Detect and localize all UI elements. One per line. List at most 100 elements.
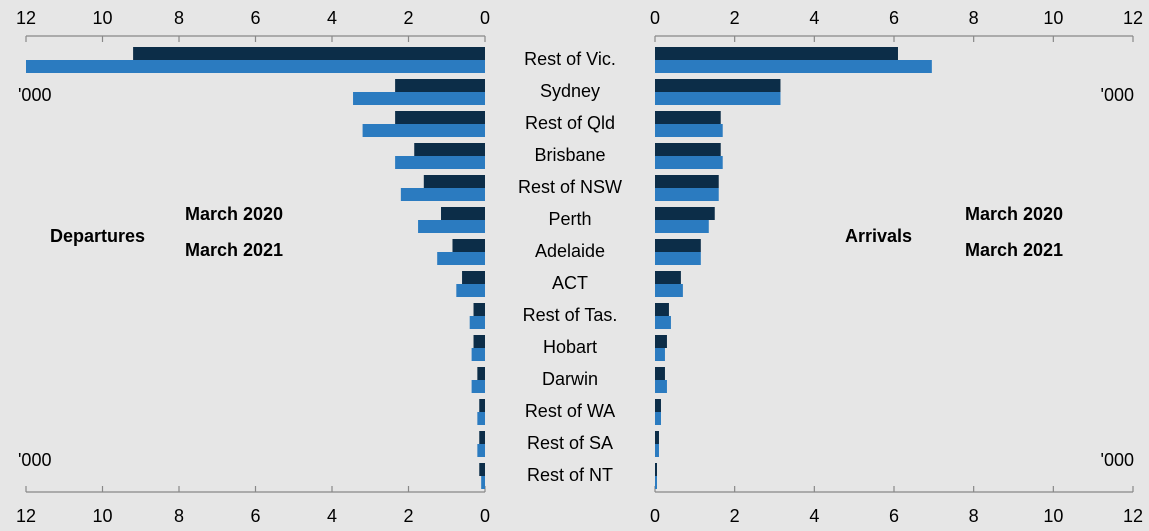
bar: [477, 444, 485, 457]
bar: [655, 316, 671, 329]
category-label: Perth: [548, 209, 591, 229]
x-tick-label: 10: [92, 8, 112, 28]
bar: [469, 316, 485, 329]
x-tick-label: 10: [1043, 506, 1063, 526]
bar: [655, 348, 665, 361]
bar: [655, 156, 723, 169]
x-tick-label: 2: [730, 8, 740, 28]
bar: [655, 252, 701, 265]
bar: [479, 399, 485, 412]
bar: [655, 284, 683, 297]
x-tick-label: 10: [92, 506, 112, 526]
bar: [655, 60, 932, 73]
legend-label: March 2021: [185, 240, 283, 260]
bar: [414, 143, 485, 156]
category-label: Rest of Qld: [525, 113, 615, 133]
bar: [471, 380, 485, 393]
x-tick-label: 0: [650, 506, 660, 526]
bar: [655, 303, 669, 316]
bar: [655, 47, 898, 60]
category-label: Rest of NSW: [518, 177, 622, 197]
unit-label: '000: [18, 85, 51, 105]
unit-label: '000: [18, 450, 51, 470]
bar: [441, 207, 485, 220]
category-label: Sydney: [540, 81, 600, 101]
bar: [655, 380, 667, 393]
bar: [655, 124, 723, 137]
x-tick-label: 8: [969, 506, 979, 526]
x-tick-label: 4: [327, 8, 337, 28]
x-tick-label: 0: [480, 8, 490, 28]
bar: [477, 367, 485, 380]
bar: [395, 79, 485, 92]
category-label: Brisbane: [534, 145, 605, 165]
bar: [655, 271, 681, 284]
x-tick-label: 6: [889, 506, 899, 526]
category-label: Rest of Vic.: [524, 49, 616, 69]
bar: [655, 463, 657, 476]
category-label: Rest of WA: [525, 401, 615, 421]
x-tick-label: 4: [327, 506, 337, 526]
legend-label: March 2021: [965, 240, 1063, 260]
x-tick-label: 6: [250, 8, 260, 28]
category-label: Rest of NT: [527, 465, 613, 485]
x-tick-label: 0: [480, 506, 490, 526]
bar: [418, 220, 485, 233]
x-tick-label: 12: [1123, 8, 1143, 28]
bar: [479, 431, 485, 444]
x-tick-label: 8: [174, 506, 184, 526]
x-tick-label: 2: [403, 506, 413, 526]
bar: [655, 111, 721, 124]
bar: [471, 348, 485, 361]
bar: [655, 175, 719, 188]
bar: [655, 412, 661, 425]
x-tick-label: 2: [730, 506, 740, 526]
bar: [395, 156, 485, 169]
bar: [473, 303, 485, 316]
bar: [26, 60, 485, 73]
bar: [423, 175, 485, 188]
bar: [477, 412, 485, 425]
category-label: Hobart: [543, 337, 597, 357]
bar: [655, 444, 659, 457]
bar: [655, 239, 701, 252]
bar: [362, 124, 485, 137]
x-tick-label: 4: [809, 8, 819, 28]
bar: [473, 335, 485, 348]
x-tick-label: 8: [174, 8, 184, 28]
bar: [655, 476, 657, 489]
category-label: ACT: [552, 273, 588, 293]
category-label: Darwin: [542, 369, 598, 389]
bar: [655, 367, 665, 380]
category-label: Adelaide: [535, 241, 605, 261]
bar: [133, 47, 485, 60]
bar: [655, 188, 719, 201]
x-tick-label: 6: [250, 506, 260, 526]
legend-label: March 2020: [185, 204, 283, 224]
x-tick-label: 2: [403, 8, 413, 28]
x-tick-label: 8: [969, 8, 979, 28]
bar: [353, 92, 485, 105]
x-tick-label: 12: [16, 506, 36, 526]
unit-label: '000: [1101, 450, 1134, 470]
x-tick-label: 10: [1043, 8, 1063, 28]
bar: [655, 335, 667, 348]
panel-title: Arrivals: [845, 226, 912, 246]
bar: [655, 399, 661, 412]
bar: [462, 271, 485, 284]
x-tick-label: 0: [650, 8, 660, 28]
legend-label: March 2020: [965, 204, 1063, 224]
bar: [437, 252, 485, 265]
bar: [655, 431, 659, 444]
panel-title: Departures: [50, 226, 145, 246]
bar: [479, 463, 485, 476]
x-tick-label: 12: [1123, 506, 1143, 526]
bar: [655, 220, 709, 233]
x-tick-label: 12: [16, 8, 36, 28]
unit-label: '000: [1101, 85, 1134, 105]
bar: [655, 79, 781, 92]
x-tick-label: 4: [809, 506, 819, 526]
category-label: Rest of SA: [527, 433, 613, 453]
